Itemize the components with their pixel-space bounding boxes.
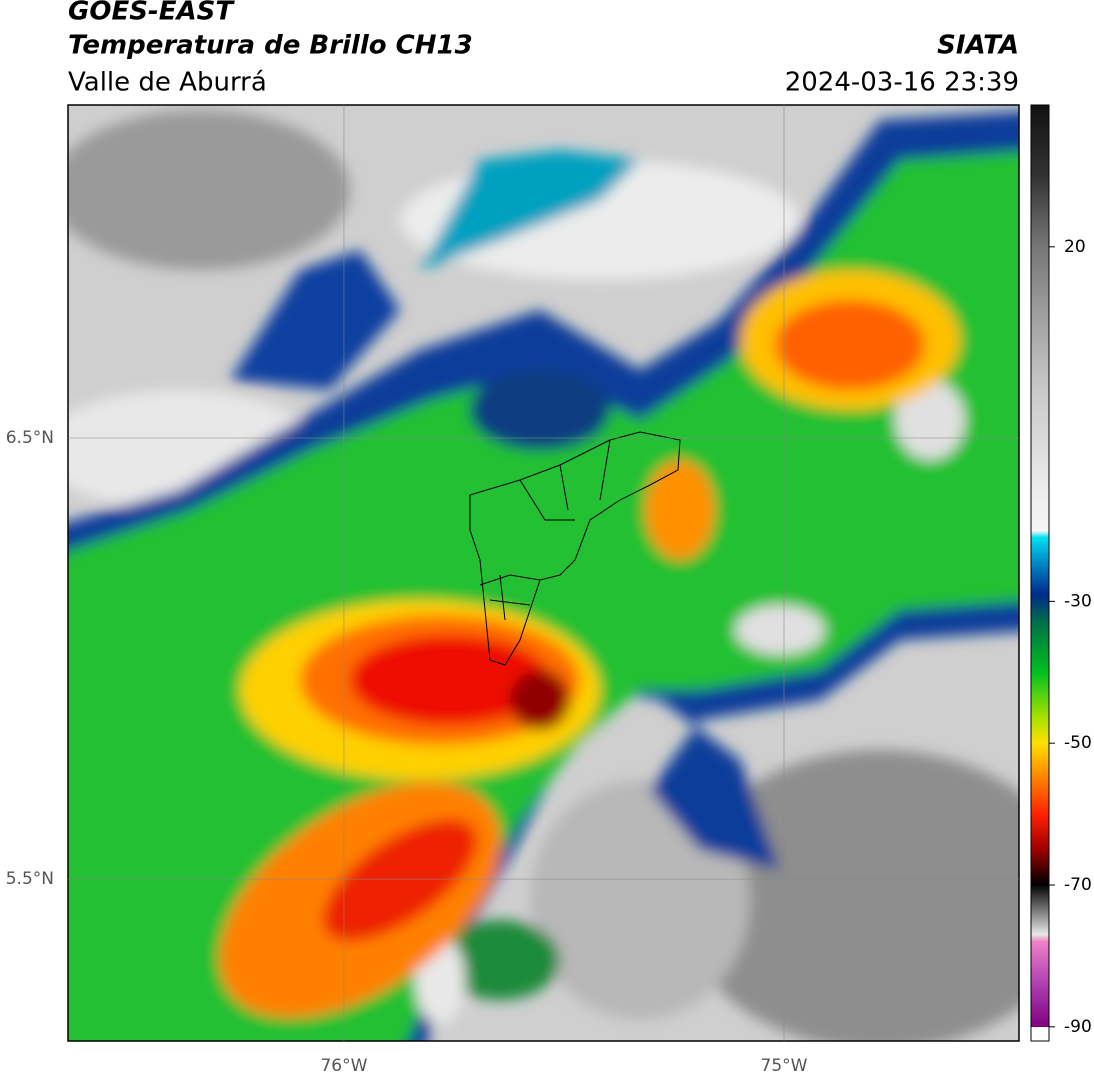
map-frame xyxy=(67,104,1020,1042)
municipal-boundaries xyxy=(469,431,681,666)
colorbar-tick-label: -50 xyxy=(1064,733,1092,753)
colorbar-tick-label: -90 xyxy=(1064,1017,1092,1037)
satellite-image xyxy=(68,105,1019,1041)
y-tick-label: 6.5°N xyxy=(6,428,54,448)
x-tick-label: 75°W xyxy=(761,1056,808,1076)
colorbar-tick-label: -70 xyxy=(1064,875,1092,895)
source: SIATA xyxy=(937,31,1019,61)
colorbar-tick-label: 20 xyxy=(1064,237,1086,257)
region: Valle de Aburrá xyxy=(68,68,267,98)
colorbar xyxy=(1030,104,1050,1042)
subtitle: Temperatura de Brillo CH13 xyxy=(68,31,473,61)
datetime: 2024-03-16 23:39 xyxy=(785,68,1019,98)
colorbar-tick-label: -30 xyxy=(1064,591,1092,611)
x-tick-label: 76°W xyxy=(320,1056,367,1076)
y-tick-label: 5.5°N xyxy=(6,869,54,889)
title: GOES-EAST xyxy=(68,0,235,27)
